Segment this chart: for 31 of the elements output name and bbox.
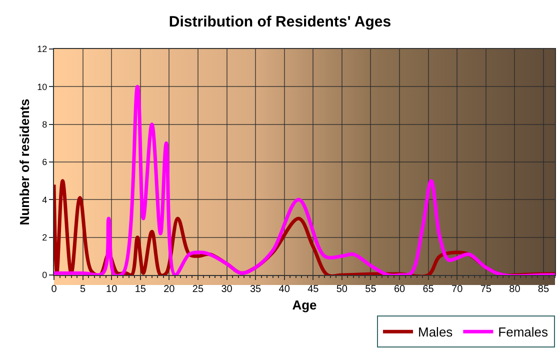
x-axis-title: Age [292, 298, 317, 313]
y-tick-label: 10 [37, 82, 48, 92]
y-tick-label: 8 [42, 119, 48, 130]
x-tick-label: 60 [394, 284, 406, 295]
x-tick-label: 30 [221, 284, 233, 295]
x-tick-label: 20 [164, 284, 176, 295]
x-tick-label: 85 [538, 284, 550, 295]
x-tick-label: 5 [80, 284, 86, 295]
x-tick-label: 35 [250, 284, 262, 295]
legend-label: Females [498, 324, 549, 340]
y-axis-title: Number of residents [17, 98, 32, 226]
x-tick-label: 15 [134, 284, 146, 295]
x-tick-label: 75 [480, 284, 492, 295]
legend-label: Males [418, 324, 454, 340]
x-tick-label: 10 [106, 284, 118, 295]
x-tick-label: 70 [452, 284, 464, 295]
y-tick-label: 12 [37, 44, 48, 54]
y-tick-label: 4 [42, 194, 48, 205]
x-tick-label: 0 [51, 284, 58, 295]
y-tick-label: 2 [42, 232, 48, 242]
x-tick-label: 40 [278, 284, 290, 295]
x-tick-label: 25 [192, 284, 204, 295]
line-series [54, 84, 555, 275]
x-tick-label: 50 [336, 284, 348, 295]
y-tick-label: 6 [42, 157, 48, 168]
x-tick-label: 65 [422, 284, 434, 295]
x-tick-label: 80 [509, 284, 521, 295]
x-tick-label: 55 [365, 284, 377, 295]
chart-title: Distribution of Residents' Ages [168, 13, 392, 30]
x-tick-label: 45 [308, 284, 320, 295]
y-tick-label: 0 [42, 270, 48, 280]
